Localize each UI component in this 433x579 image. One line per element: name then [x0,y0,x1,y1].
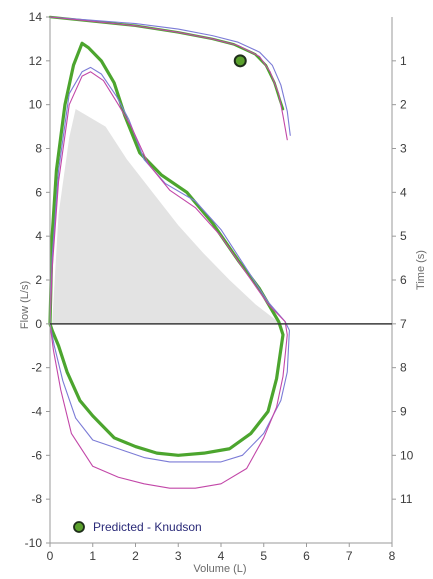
x-tick-label: 1 [89,549,96,563]
y-tick-label: 12 [29,54,43,68]
y2-tick-label: 3 [400,142,407,156]
predicted-point [233,54,247,68]
y-tick-label: 2 [35,273,42,287]
y-tick-label: 10 [29,98,43,112]
series-line-3 [49,71,288,489]
y2-tick-label: 9 [400,405,407,419]
y2-tick-label: 1 [400,54,407,68]
series-layer [48,15,291,489]
y-tick-label: 14 [29,10,43,24]
x-tick-label: 8 [389,549,396,563]
predicted-area-layer [52,109,281,324]
y2-tick-label: 5 [400,229,407,243]
x-tick-label: 4 [218,549,225,563]
y-tick-label: -4 [31,405,42,419]
y2-tick-label: 10 [400,448,414,462]
y-tick-label: -6 [31,448,42,462]
x-tick-label: 5 [260,549,267,563]
y2-tick-label: 6 [400,273,407,287]
y-tick-label: -2 [31,361,42,375]
y-axis-title: Flow (L/s) [19,281,31,329]
predicted-legend-marker [73,521,85,533]
x-axis-title: Volume (L) [193,563,246,575]
y-tick-label: 6 [35,185,42,199]
y-tick-label: -8 [31,492,42,506]
y2-tick-label: 2 [400,98,407,112]
predicted-area [52,109,281,324]
y2-axis-title: Time (s) [415,250,427,290]
x-tick-label: 7 [346,549,353,563]
series-line-1 [48,41,285,457]
x-tick-label: 6 [303,549,310,563]
y-tick-label: 4 [35,229,42,243]
y2-tick-label: 7 [400,317,407,331]
series-line-6 [49,16,288,141]
x-tick-label: 2 [132,549,139,563]
y-tick-label: 8 [35,142,42,156]
y2-tick-label: 11 [400,492,413,506]
legend: Predicted - Knudson [73,520,202,534]
y2-tick-label: 8 [400,361,407,375]
x-tick-label: 0 [47,549,54,563]
legend-label: Predicted - Knudson [93,520,202,534]
x-tick-label: 3 [175,549,182,563]
y2-tick-label: 4 [400,185,407,199]
series-line-5 [49,16,291,136]
y-tick-label: -10 [25,536,43,550]
y-tick-label: 0 [35,317,42,331]
